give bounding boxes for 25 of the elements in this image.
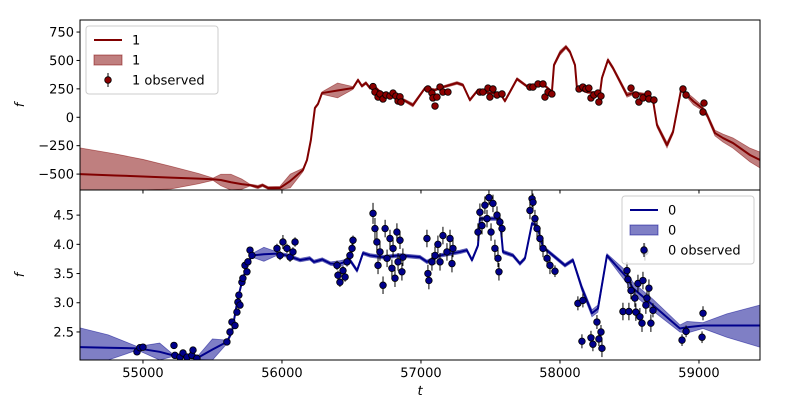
text: 0 <box>668 204 676 218</box>
y-tick-label: 3.5 <box>53 267 74 282</box>
y-tick-label: 4.0 <box>53 238 74 253</box>
legend-label: 0 <box>668 224 676 238</box>
y-tick-label: 4.5 <box>53 208 74 224</box>
y-tick-label: 750 <box>49 26 74 41</box>
y-tick-label: −250 <box>38 139 74 154</box>
x-axis-title: t <box>417 384 424 399</box>
y-tick-label: 250 <box>49 82 74 98</box>
text: 1 <box>132 54 140 68</box>
x-tick-label: 56000 <box>261 366 303 381</box>
y-tick-label: 500 <box>49 54 74 69</box>
x-tick-label: 58000 <box>539 366 581 381</box>
y-axis-title: f <box>13 270 28 278</box>
x-tick-label: 59000 <box>678 366 720 381</box>
y-tick-label: 2.5 <box>53 325 74 340</box>
y-tick-label: −500 <box>38 168 74 183</box>
x-tick-label: 57000 <box>400 366 442 381</box>
legend-label: 1 <box>132 34 140 48</box>
legend-label: 0 observed <box>668 244 741 258</box>
y-tick-label: 0 <box>66 110 74 126</box>
legend-label: 1 observed <box>132 74 205 88</box>
y-axis-title: f <box>13 100 28 108</box>
y-tick-label: 3.0 <box>53 296 74 312</box>
x-tick-label: 55000 <box>122 366 164 381</box>
